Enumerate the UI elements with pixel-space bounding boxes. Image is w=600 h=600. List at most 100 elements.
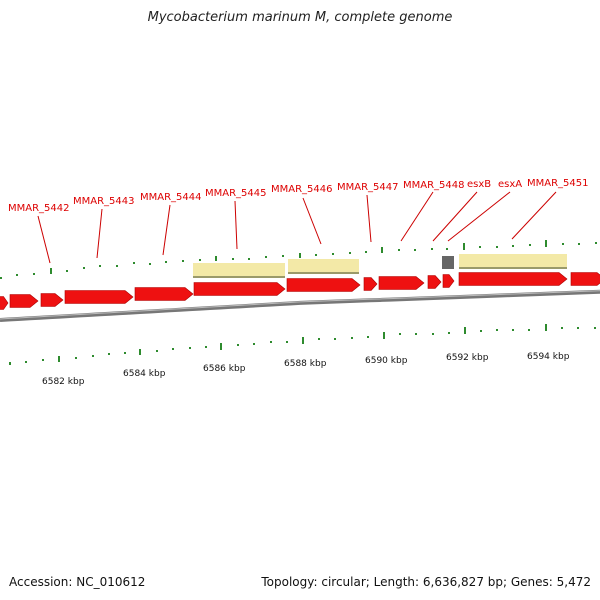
upper-tick [512, 245, 514, 247]
lower-tick [139, 349, 141, 355]
feature-box-3[interactable] [459, 254, 567, 269]
upper-tick [248, 258, 250, 260]
upper-tick [99, 265, 101, 267]
lower-tick [528, 329, 530, 331]
gene-label[interactable]: MMAR_5443 [73, 196, 135, 207]
lower-tick [545, 324, 547, 331]
gene-arrow[interactable] [0, 296, 9, 310]
lower-tick [432, 333, 434, 335]
upper-tick [414, 249, 416, 251]
upper-tick [165, 261, 167, 263]
upper-tick [332, 253, 334, 255]
upper-tick [16, 274, 18, 276]
lower-tick [367, 336, 369, 338]
upper-tick [349, 252, 351, 254]
lower-tick [415, 333, 417, 335]
upper-tick [83, 267, 85, 269]
gene-arrow[interactable] [286, 278, 361, 292]
backbone-line [0, 289, 600, 322]
lower-tick [237, 344, 239, 346]
gene-arrow[interactable] [134, 287, 194, 301]
feature-box-1-border [193, 276, 285, 278]
gene-leader-line [400, 191, 434, 242]
scale-label: 6588 kbp [284, 359, 327, 369]
feature-box-2-border [288, 272, 359, 274]
lower-tick [42, 359, 44, 361]
gene-leader-line [302, 197, 322, 245]
accession-label: Accession: NC_010612 [9, 575, 146, 589]
upper-tick [199, 259, 201, 261]
upper-tick [562, 243, 564, 245]
upper-tick [463, 243, 465, 250]
gene-arrow[interactable] [64, 290, 134, 304]
gene-leader-line [447, 191, 511, 242]
upper-tick [66, 270, 68, 272]
lower-tick [270, 341, 272, 343]
gene-label[interactable]: esxB [467, 179, 491, 190]
gene-arrow[interactable] [363, 277, 378, 291]
scale-label: 6586 kbp [203, 364, 246, 374]
gene-label[interactable]: MMAR_5442 [8, 203, 70, 214]
lower-tick [189, 347, 191, 349]
gene-leader-line [366, 194, 372, 243]
gene-arrow[interactable] [458, 272, 568, 286]
gene-leader-line [234, 200, 238, 250]
upper-tick [315, 254, 317, 256]
lower-tick [172, 348, 174, 350]
lower-tick [58, 356, 60, 362]
gene-leader-line [511, 191, 557, 240]
lower-tick [561, 327, 563, 329]
gene-leader-line [37, 215, 51, 264]
upper-tick [431, 248, 433, 250]
lower-tick [512, 329, 514, 331]
upper-tick [595, 242, 597, 244]
upper-tick [116, 265, 118, 267]
upper-tick [365, 251, 367, 253]
gene-leader-line [96, 208, 103, 259]
upper-tick [0, 277, 2, 279]
feature-box-2[interactable] [288, 259, 359, 274]
lower-tick [124, 352, 126, 354]
gene-arrow[interactable] [427, 275, 442, 289]
scale-label: 6592 kbp [446, 353, 489, 363]
backbone-highlight [0, 290, 600, 320]
gene-label[interactable]: MMAR_5447 [337, 182, 399, 193]
gene-label[interactable]: MMAR_5444 [140, 192, 202, 203]
lower-tick [286, 341, 288, 343]
gene-label[interactable]: MMAR_5448 [403, 180, 465, 191]
lower-tick [205, 346, 207, 348]
gene-arrow[interactable] [40, 293, 64, 307]
lower-tick [334, 338, 336, 340]
gene-arrow[interactable] [570, 272, 600, 286]
lower-tick [399, 333, 401, 335]
upper-tick [232, 258, 234, 260]
gene-label[interactable]: esxA [498, 179, 522, 190]
lower-tick [108, 353, 110, 355]
gene-arrow[interactable] [442, 274, 455, 288]
gray-feature[interactable] [442, 256, 454, 269]
upper-tick [529, 244, 531, 246]
upper-tick [133, 262, 135, 264]
upper-tick [578, 243, 580, 245]
upper-tick [33, 273, 35, 275]
gene-label[interactable]: MMAR_5451 [527, 178, 589, 189]
genome-summary: Topology: circular; Length: 6,636,827 bp… [261, 575, 591, 589]
feature-box-1[interactable] [193, 263, 285, 278]
upper-tick [479, 246, 481, 248]
lower-tick [156, 350, 158, 352]
upper-tick [215, 256, 217, 261]
gene-arrow[interactable] [193, 282, 286, 296]
upper-tick [182, 260, 184, 262]
lower-tick [25, 361, 27, 363]
upper-tick [496, 246, 498, 248]
lower-tick [302, 337, 304, 344]
lower-tick [351, 337, 353, 339]
gene-label[interactable]: MMAR_5445 [205, 188, 267, 199]
scale-label: 6594 kbp [527, 352, 570, 362]
gene-label[interactable]: MMAR_5446 [271, 184, 333, 195]
gene-arrow[interactable] [378, 276, 425, 290]
upper-tick [50, 268, 52, 274]
lower-tick [220, 343, 222, 350]
gene-arrow[interactable] [9, 294, 39, 308]
